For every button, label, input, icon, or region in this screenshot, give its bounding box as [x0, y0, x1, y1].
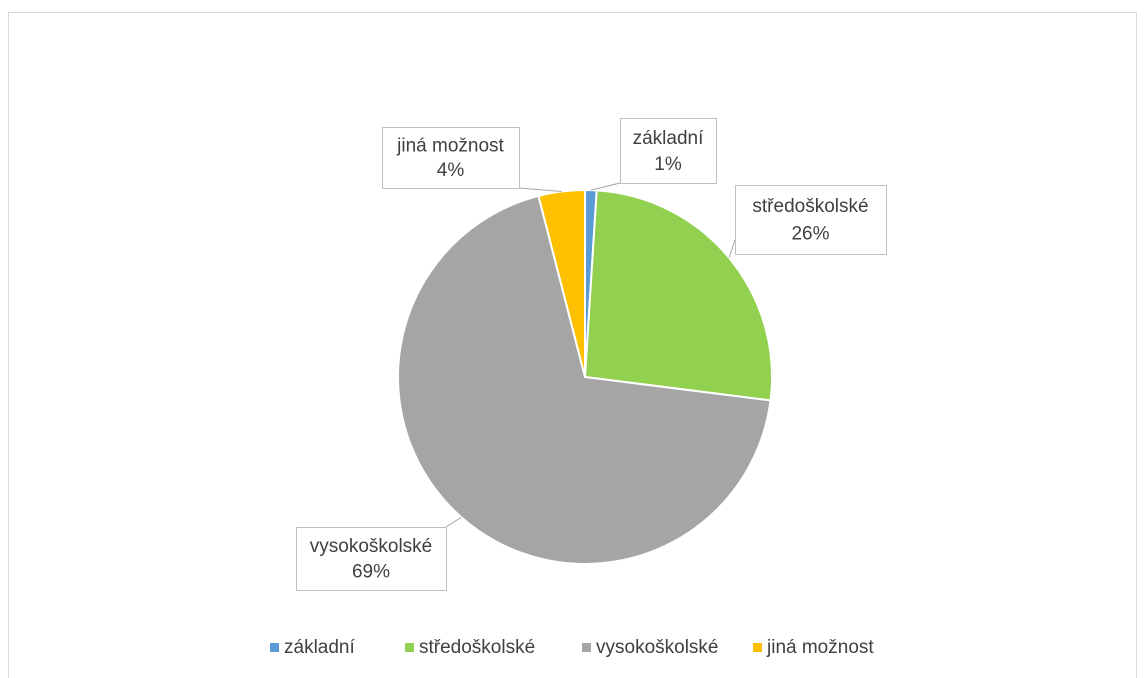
data-label-box — [296, 527, 447, 591]
legend: základní středoškolské vysokoškolské jiná m… — [270, 637, 874, 658]
data-label-box — [620, 118, 717, 184]
leader-line — [590, 182, 621, 191]
data-label-value: 4% — [437, 160, 465, 181]
legend-marker — [753, 643, 762, 652]
data-label-box — [382, 127, 520, 189]
legend-marker — [270, 643, 279, 652]
data-label-name: středoškolské — [752, 196, 868, 217]
leader-line — [518, 187, 562, 192]
data-label-name: jiná možnost — [396, 136, 504, 157]
data-label-box — [735, 185, 887, 255]
data-label-value: 1% — [654, 154, 682, 175]
legend-label: středoškolské — [419, 637, 535, 658]
legend-marker — [405, 643, 414, 652]
data-label-name: základní — [633, 128, 704, 149]
pie-slice — [583, 189, 773, 402]
leader-line — [728, 239, 736, 258]
legend-label: základní — [284, 637, 355, 658]
data-label-value: 69% — [352, 561, 390, 582]
data-label-name: vysokoškolské — [310, 536, 433, 557]
pie-slice — [537, 188, 586, 378]
data-label-value: 26% — [791, 224, 829, 245]
legend-label: jiná možnost — [766, 637, 874, 658]
leader-line — [445, 516, 462, 528]
legend-label: vysokoškolské — [596, 637, 719, 658]
legend-marker — [582, 643, 591, 652]
